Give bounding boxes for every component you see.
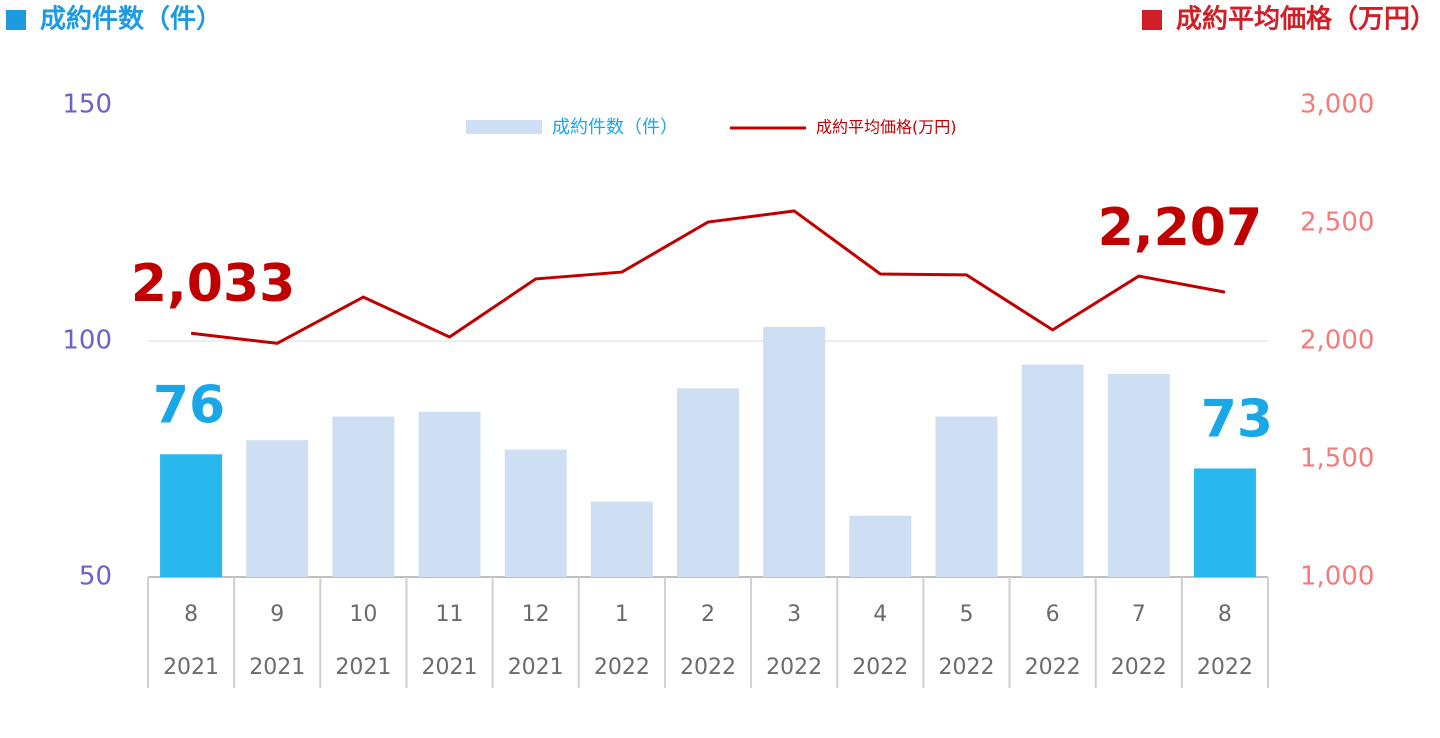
x-year-label: 2021 — [163, 655, 219, 680]
x-year-label: 2021 — [335, 655, 391, 680]
bar — [418, 411, 481, 577]
x-year-label: 2021 — [508, 655, 564, 680]
bar — [246, 440, 309, 577]
legend-label: 成約平均価格(万円) — [816, 118, 957, 137]
data-label: 73 — [1201, 389, 1273, 449]
x-year-label: 2022 — [594, 655, 650, 680]
data-label: 2,207 — [1098, 198, 1262, 258]
x-tick-label: 11 — [436, 602, 464, 627]
y-tick-label: 100 — [62, 326, 112, 356]
x-tick-label: 12 — [522, 602, 550, 627]
y2-tick-label: 2,000 — [1300, 326, 1374, 356]
bar — [1021, 364, 1084, 577]
legend-swatch — [466, 120, 542, 134]
bar — [1193, 468, 1256, 577]
x-year-label: 2022 — [938, 655, 994, 680]
x-year-label: 2022 — [1197, 655, 1253, 680]
y-title: 成約件数（件） — [40, 4, 222, 35]
x-tick-label: 8 — [1218, 602, 1232, 627]
bar — [849, 515, 912, 577]
x-year-label: 2022 — [1111, 655, 1167, 680]
y2-tick-label: 2,500 — [1300, 208, 1374, 238]
bar — [935, 416, 998, 577]
bar — [590, 501, 653, 577]
bar — [332, 416, 395, 577]
x-tick-label: 3 — [787, 602, 801, 627]
bar — [160, 454, 223, 577]
x-tick-label: 1 — [615, 602, 629, 627]
x-tick-label: 6 — [1046, 602, 1060, 627]
x-tick-label: 8 — [184, 602, 198, 627]
bar — [763, 326, 826, 577]
y2-tick-label: 1,500 — [1300, 444, 1374, 474]
x-tick-label: 9 — [270, 602, 284, 627]
y2-title: 成約平均価格（万円） — [1176, 4, 1436, 35]
y2-tick-label: 1,000 — [1300, 562, 1374, 592]
data-label: 76 — [153, 375, 225, 435]
bar — [504, 449, 567, 577]
x-year-label: 2022 — [1025, 655, 1081, 680]
legend-label: 成約件数（件） — [552, 117, 678, 138]
y2-title-marker — [1141, 10, 1162, 30]
bar — [677, 388, 739, 577]
x-year-label: 2022 — [766, 655, 822, 680]
x-tick-label: 2 — [701, 602, 715, 627]
x-tick-label: 7 — [1132, 602, 1146, 627]
x-year-label: 2021 — [249, 655, 305, 680]
y-title-marker — [6, 10, 26, 30]
x-tick-label: 4 — [873, 602, 887, 627]
y-tick-label: 50 — [79, 562, 112, 592]
x-tick-label: 5 — [959, 602, 973, 627]
y2-tick-label: 3,000 — [1300, 90, 1374, 120]
x-year-label: 2022 — [680, 655, 736, 680]
data-label: 2,033 — [131, 254, 295, 314]
line — [190, 209, 1226, 345]
x-year-label: 2022 — [852, 655, 908, 680]
bar — [1107, 374, 1170, 577]
x-tick-label: 10 — [349, 602, 377, 627]
y-tick-label: 150 — [62, 90, 112, 120]
x-year-label: 2021 — [422, 655, 478, 680]
